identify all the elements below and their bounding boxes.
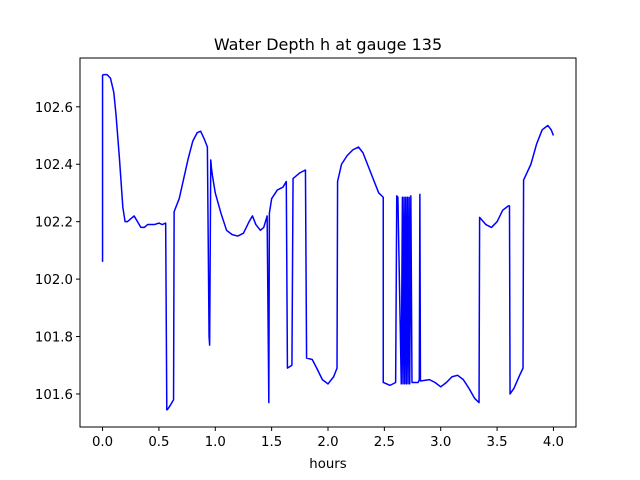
y-tick-label: 102.2	[35, 216, 73, 231]
x-tick-label: 3.5	[487, 435, 508, 450]
plot-area	[101, 73, 555, 411]
y-tick-label: 101.8	[35, 331, 73, 346]
x-tick-label: 3.0	[430, 435, 451, 450]
x-tick-label: 2.0	[317, 435, 338, 450]
x-axis-label: hours	[309, 457, 346, 472]
y-axis: 101.6 101.8 102.0 102.2 102.4 102.6	[35, 101, 80, 403]
y-tick-label: 102.6	[35, 101, 73, 116]
chart-title: Water Depth h at gauge 135	[214, 35, 442, 54]
y-tick-label: 102.0	[35, 273, 73, 288]
x-tick-label: 4.0	[543, 435, 564, 450]
x-tick-label: 1.0	[205, 435, 226, 450]
series-line-0	[101, 73, 555, 411]
x-axis: 0.0 0.5 1.0 1.5 2.0 2.5 3.0 3.5 4.0	[92, 427, 564, 450]
x-tick-label: 0.0	[92, 435, 113, 450]
plot-frame	[79, 57, 577, 428]
y-tick-label: 102.4	[35, 158, 73, 173]
x-tick-label: 0.5	[148, 435, 169, 450]
x-tick-label: 1.5	[261, 435, 282, 450]
y-tick-label: 101.6	[35, 388, 73, 403]
x-tick-label: 2.5	[374, 435, 395, 450]
